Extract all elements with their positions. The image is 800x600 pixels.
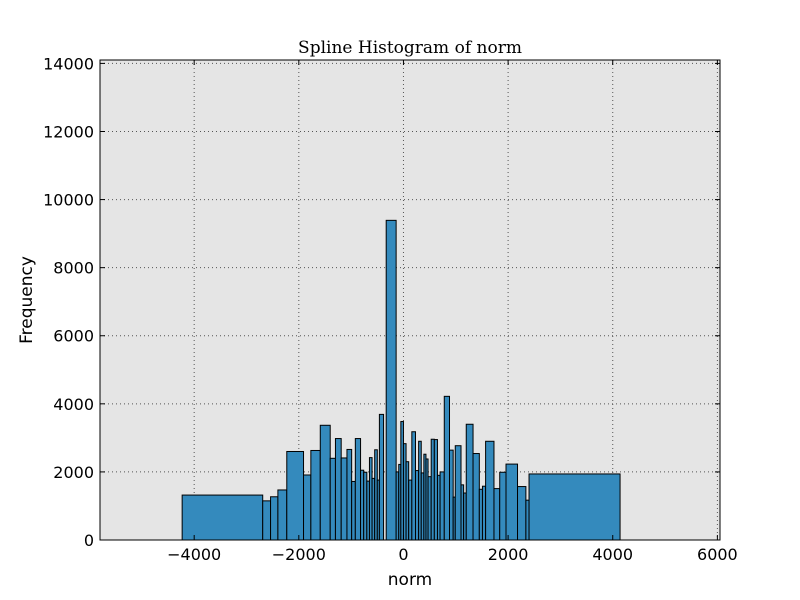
histogram-bar: [286, 450, 305, 541]
histogram-bar: [334, 438, 342, 541]
histogram-bar: [378, 413, 385, 541]
y-axis-label: Frequency: [17, 256, 37, 344]
x-tick-label: 2000: [488, 545, 529, 564]
histogram-bar: [439, 471, 445, 541]
x-tick-label: −4000: [167, 545, 221, 564]
y-tick-label: 6000: [53, 327, 94, 346]
y-tick-label: 10000: [43, 191, 94, 210]
histogram-bar: [505, 463, 519, 541]
x-axis-label: norm: [388, 570, 432, 590]
histogram-bar: [449, 449, 454, 541]
histogram-bar: [465, 423, 474, 541]
y-tick-label: 14000: [43, 54, 94, 73]
y-tick-label: 2000: [53, 463, 94, 482]
plot-area: [100, 60, 720, 540]
histogram-bars: [181, 219, 621, 541]
histogram-bar: [319, 424, 331, 541]
histogram-bar: [277, 489, 288, 541]
y-tick-label: 4000: [53, 395, 94, 414]
histogram-bar: [346, 448, 353, 541]
histogram-bar: [443, 395, 451, 541]
y-tick-label: 0: [84, 531, 94, 550]
x-tick-label: 4000: [592, 545, 633, 564]
histogram-bar: [528, 473, 621, 541]
histogram-bar: [270, 496, 279, 541]
y-tick-label: 8000: [53, 259, 94, 278]
histogram-bar: [499, 471, 507, 541]
histogram-bar: [303, 474, 312, 541]
histogram-bar: [454, 445, 462, 541]
histogram-bar: [351, 480, 356, 541]
histogram-bar: [517, 486, 527, 541]
histogram-bar: [472, 453, 480, 541]
histogram-bar: [493, 488, 501, 541]
x-tick-label: 0: [398, 545, 408, 564]
x-tick-label: 6000: [697, 545, 738, 564]
x-tick-label: −2000: [272, 545, 326, 564]
histogram-bar: [329, 457, 336, 541]
y-tick-label: 12000: [43, 122, 94, 141]
histogram-bar: [181, 494, 264, 541]
histogram-bar: [485, 440, 495, 541]
histogram-bar: [354, 438, 362, 541]
histogram-bar: [310, 449, 321, 541]
histogram-bar: [411, 431, 416, 541]
histogram-bar: [262, 500, 272, 541]
histogram-bar: [340, 457, 348, 541]
histogram-bar: [385, 219, 397, 541]
chart-title: Spline Histogram of norm: [298, 38, 522, 58]
axis-ticks: −4000 −2000 0 2000 4000 6000 0 2000 4000 6000 8000…: [43, 54, 738, 564]
plot-frame: [99, 59, 721, 541]
